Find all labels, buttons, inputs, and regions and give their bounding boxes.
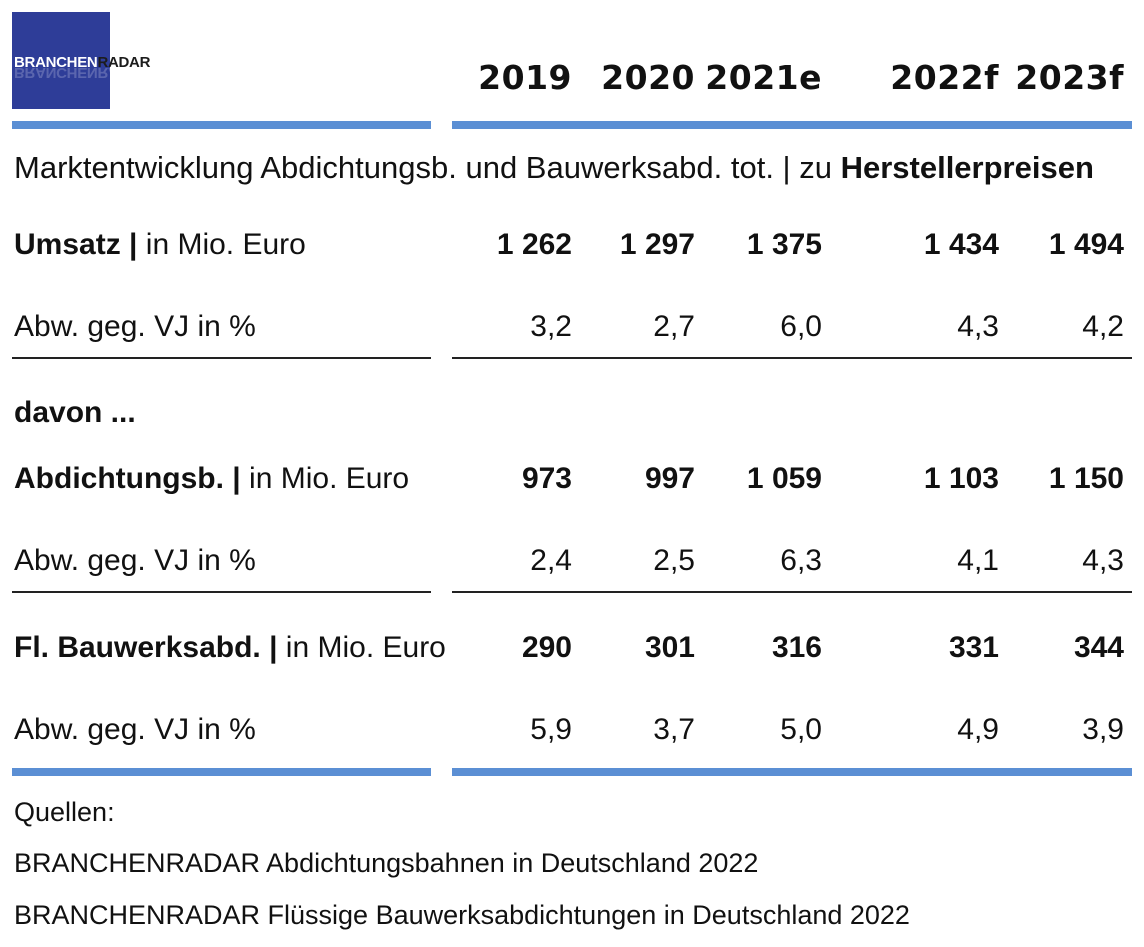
abdichtung-change-2023f: 4,3 <box>1082 544 1124 577</box>
year-header-2020: 2020 <box>601 58 695 97</box>
row-label-umsatz-change: Abw. geg. VJ in % <box>14 310 256 343</box>
logo-text: BRANCHENRADAR <box>14 54 150 71</box>
bauwerk-change-2021e: 5,0 <box>780 713 822 746</box>
abdichtung-2022f: 1 103 <box>923 462 999 495</box>
abdichtung-2020: 997 <box>644 462 695 495</box>
row-label-abdichtung: Abdichtungsb. | in Mio. Euro <box>14 462 410 495</box>
bottom-rule-right <box>452 768 1132 776</box>
umsatz-change-2019: 3,2 <box>530 310 572 343</box>
year-header-2022f: 2022f <box>890 58 999 97</box>
umsatz-2021e: 1 375 <box>746 228 822 261</box>
abdichtung-change-2022f: 4,1 <box>957 544 999 577</box>
source-item-1: BRANCHENRADAR Abdichtungsbahnen in Deuts… <box>14 848 759 878</box>
divider-2-left <box>12 591 431 593</box>
umsatz-change-2021e: 6,0 <box>780 310 822 343</box>
bauwerk-2023f: 344 <box>1073 631 1124 664</box>
umsatz-2022f: 1 434 <box>923 228 999 261</box>
bauwerk-2019: 290 <box>521 631 572 664</box>
row-label-umsatz: Umsatz | in Mio. Euro <box>14 228 306 261</box>
umsatz-2019: 1 262 <box>496 228 572 261</box>
sources-heading: Quellen: <box>14 797 115 827</box>
umsatz-2020: 1 297 <box>619 228 695 261</box>
branchenradar-logo: BRANCHENRADAR BRANCHENRADAR <box>12 12 150 109</box>
top-rule-left <box>12 121 431 129</box>
table-subtitle: Marktentwicklung Abdichtungsb. und Bauwe… <box>14 150 1094 186</box>
divider-1-right <box>452 357 1132 359</box>
logo-text-radar: RADAR <box>97 54 151 71</box>
source-item-2: BRANCHENRADAR Flüssige Bauwerksabdichtun… <box>14 900 910 930</box>
bauwerk-2022f: 331 <box>948 631 999 664</box>
bauwerk-2020: 301 <box>644 631 695 664</box>
year-header-2023f: 2023f <box>1015 58 1124 97</box>
umsatz-2023f: 1 494 <box>1048 228 1124 261</box>
umsatz-change-2020: 2,7 <box>653 310 695 343</box>
logo-text-branchen: BRANCHEN <box>14 54 98 71</box>
bottom-rule-left <box>12 768 431 776</box>
year-header-2019: 2019 <box>478 58 572 97</box>
abdichtung-change-2020: 2,5 <box>653 544 695 577</box>
abdichtung-2021e: 1 059 <box>746 462 822 495</box>
bauwerk-change-2020: 3,7 <box>653 713 695 746</box>
subtitle-prefix: Marktentwicklung Abdichtungsb. und Bauwe… <box>14 150 841 185</box>
bauwerk-2021e: 316 <box>771 631 822 664</box>
divider-2-right <box>452 591 1132 593</box>
abdichtung-change-2021e: 6,3 <box>780 544 822 577</box>
bauwerk-change-2023f: 3,9 <box>1082 713 1124 746</box>
abdichtung-change-2019: 2,4 <box>530 544 572 577</box>
abdichtung-2019: 973 <box>521 462 572 495</box>
divider-1-left <box>12 357 431 359</box>
bauwerk-change-2019: 5,9 <box>530 713 572 746</box>
umsatz-change-2023f: 4,2 <box>1082 310 1124 343</box>
year-header-2021e: 2021e <box>705 58 822 97</box>
subtitle-bold: Herstellerpreisen <box>840 150 1094 185</box>
top-rule-right <box>452 121 1132 129</box>
umsatz-change-2022f: 4,3 <box>957 310 999 343</box>
abdichtung-2023f: 1 150 <box>1048 462 1124 495</box>
row-label-bauwerk: Fl. Bauwerksabd. | in Mio. Euro <box>14 631 446 664</box>
bauwerk-change-2022f: 4,9 <box>957 713 999 746</box>
row-label-bauwerk-change: Abw. geg. VJ in % <box>14 713 256 746</box>
row-label-abdichtung-change: Abw. geg. VJ in % <box>14 544 256 577</box>
row-label-davon: davon ... <box>14 396 136 429</box>
